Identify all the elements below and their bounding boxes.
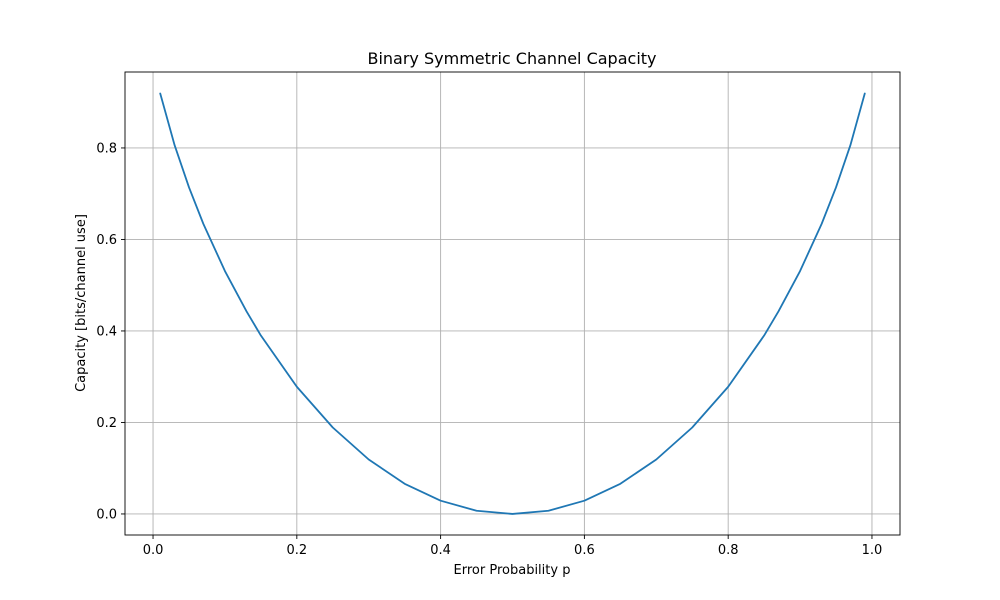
- tick-layer: 0.0 0.2 0.4 0.6 0.8 1.0 0.0 0.2 0.4 0.6 0.8: [96, 141, 882, 558]
- chart-title: Binary Symmetric Channel Capacity: [367, 49, 656, 68]
- x-tick-label: 0.2: [286, 543, 307, 558]
- plot-area-background: [125, 72, 900, 535]
- y-tick-label: 0.0: [96, 507, 117, 522]
- y-tick-label: 0.4: [96, 324, 117, 339]
- y-tick-label: 0.2: [96, 416, 117, 431]
- series-line: [159, 92, 866, 515]
- plot-area-frame: [124, 71, 901, 536]
- y-axis-label: Capacity [bits/channel use]: [74, 214, 89, 392]
- x-tick-label: 0.8: [718, 543, 739, 558]
- grid-layer: [125, 72, 900, 535]
- x-tick-label: 0.4: [430, 543, 451, 558]
- x-axis-label: Error Probability p: [454, 563, 571, 578]
- x-tick-label: 1.0: [862, 543, 883, 558]
- y-tick-label: 0.6: [96, 233, 117, 248]
- y-tick-label: 0.8: [96, 141, 117, 156]
- x-tick-label: 0.6: [574, 543, 595, 558]
- x-tick-label: 0.0: [143, 543, 164, 558]
- series-layer: [159, 92, 866, 515]
